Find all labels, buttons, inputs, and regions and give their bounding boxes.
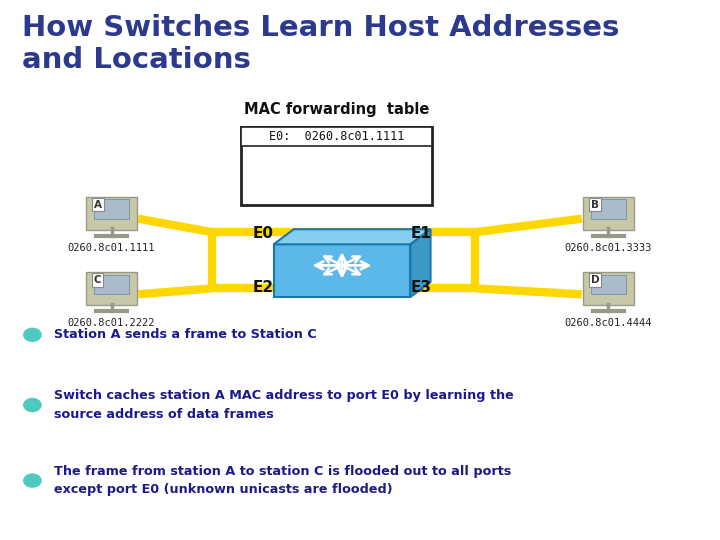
Circle shape	[24, 474, 41, 487]
Polygon shape	[274, 229, 431, 244]
Text: 0260.8c01.3333: 0260.8c01.3333	[564, 243, 652, 253]
Text: E2: E2	[252, 280, 274, 295]
Text: Station A sends a frame to Station C: Station A sends a frame to Station C	[54, 328, 317, 341]
Text: The frame from station A to station C is flooded out to all ports
except port E0: The frame from station A to station C is…	[54, 465, 511, 496]
FancyBboxPatch shape	[86, 197, 137, 230]
Text: 0260.8c01.2222: 0260.8c01.2222	[68, 319, 156, 328]
Text: E0:  0260.8c01.1111: E0: 0260.8c01.1111	[269, 130, 405, 143]
FancyBboxPatch shape	[591, 275, 626, 294]
Text: 0260.8c01.4444: 0260.8c01.4444	[564, 319, 652, 328]
Text: A: A	[94, 200, 102, 210]
Text: Switch caches station A MAC address to port E0 by learning the
source address of: Switch caches station A MAC address to p…	[54, 389, 514, 421]
Text: D: D	[590, 275, 599, 285]
Circle shape	[24, 328, 41, 341]
Text: E0: E0	[252, 226, 274, 241]
Polygon shape	[274, 244, 410, 297]
Text: E1: E1	[411, 226, 431, 241]
Text: C: C	[94, 275, 102, 285]
Text: E3: E3	[410, 280, 432, 295]
FancyBboxPatch shape	[241, 127, 432, 205]
FancyBboxPatch shape	[591, 199, 626, 219]
FancyBboxPatch shape	[583, 197, 634, 230]
Polygon shape	[410, 229, 431, 297]
Circle shape	[24, 399, 41, 411]
FancyBboxPatch shape	[241, 127, 432, 146]
Text: and Locations: and Locations	[22, 46, 251, 74]
FancyBboxPatch shape	[94, 199, 129, 219]
Text: How Switches Learn Host Addresses: How Switches Learn Host Addresses	[22, 14, 619, 42]
FancyBboxPatch shape	[86, 272, 137, 306]
FancyBboxPatch shape	[583, 272, 634, 306]
Text: B: B	[590, 200, 599, 210]
Text: MAC forwarding  table: MAC forwarding table	[244, 102, 429, 117]
Text: 0260.8c01.1111: 0260.8c01.1111	[68, 243, 156, 253]
FancyBboxPatch shape	[94, 275, 129, 294]
